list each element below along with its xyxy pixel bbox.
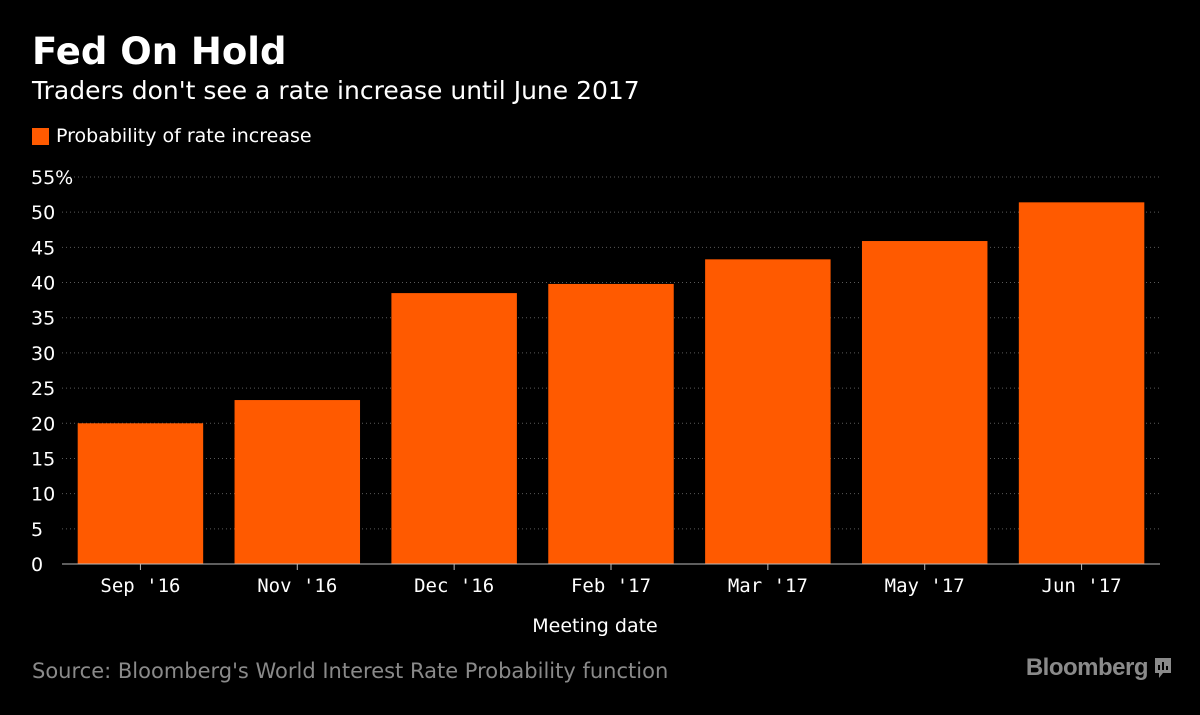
y-tick-labels: 0 5 10 15 20 25 30 35 40 45 50 55% <box>31 167 73 576</box>
y-tick-label: 5 <box>31 519 43 541</box>
x-tick-label: Feb '17 <box>571 575 651 597</box>
x-tick-label: Nov '16 <box>257 575 337 597</box>
y-tick-label: 20 <box>31 413 55 435</box>
x-tick-label: Dec '16 <box>414 575 494 597</box>
bars <box>77 202 1145 564</box>
bar <box>1018 202 1145 564</box>
y-tick-label: 40 <box>31 273 55 295</box>
bloomberg-terminal-icon <box>1155 658 1171 678</box>
logo-text: Bloomberg <box>1025 654 1149 681</box>
y-tick-label: 50 <box>31 202 55 224</box>
x-tick-label: May '17 <box>885 575 965 597</box>
y-tick-label: 15 <box>31 448 55 470</box>
bar <box>548 283 674 564</box>
legend-swatch <box>32 127 49 145</box>
y-tick-label: 55% <box>31 167 73 189</box>
y-tick-label: 30 <box>31 343 55 365</box>
x-tick-label: Jun '17 <box>1042 575 1122 597</box>
x-tick-label: Sep '16 <box>100 575 180 597</box>
y-tick-label: 25 <box>31 378 55 400</box>
bar <box>391 293 517 564</box>
y-tick-label: 45 <box>31 237 55 259</box>
chart-title: Fed On Hold <box>32 30 287 73</box>
legend-label: Probability of rate increase <box>56 125 312 147</box>
bar <box>861 241 988 564</box>
y-tick-label: 0 <box>31 554 43 576</box>
x-tick-label: Mar '17 <box>728 575 808 597</box>
chart-subtitle: Traders don't see a rate increase until … <box>32 76 640 105</box>
bloomberg-logo: Bloomberg <box>1026 654 1172 682</box>
legend: Probability of rate increase <box>32 123 312 149</box>
y-tick-label: 35 <box>31 308 55 330</box>
bar <box>77 423 204 564</box>
x-axis-label: Meeting date <box>532 615 658 637</box>
bar <box>234 400 361 564</box>
bar <box>705 259 831 564</box>
x-tick-labels: Sep '16 Nov '16 Dec '16 Feb '17 Mar '17 May '… <box>100 564 1122 597</box>
y-tick-label: 10 <box>31 484 55 506</box>
source-note: Source: Bloomberg's World Interest Rate … <box>32 659 669 683</box>
